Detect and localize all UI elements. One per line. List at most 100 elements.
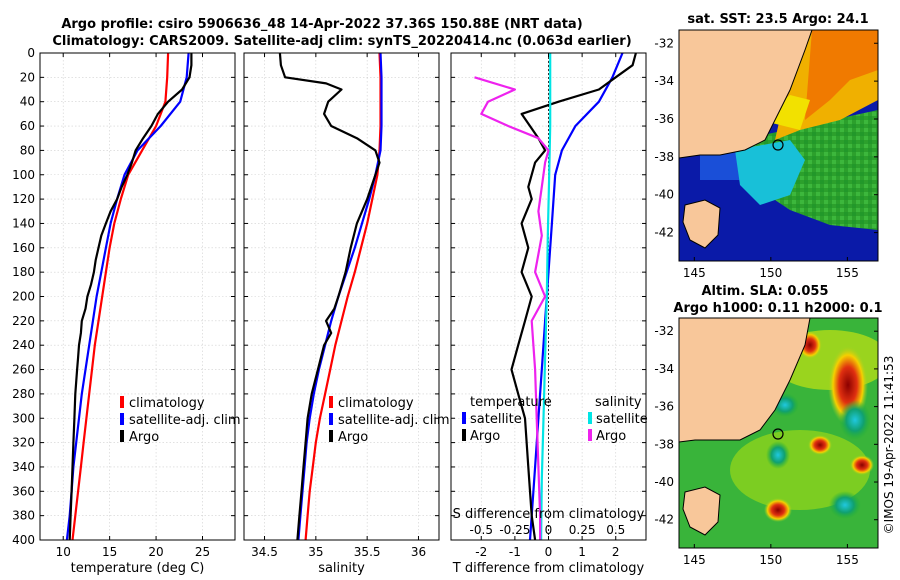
ytick-label-12: 240 bbox=[12, 338, 35, 352]
sla-high-5 bbox=[850, 455, 874, 475]
difference-salinity-legend: salinity satellite Argo bbox=[588, 395, 648, 444]
ytick-label-0: 0 bbox=[27, 46, 35, 60]
map3-ytick-label-0: -32 bbox=[654, 36, 674, 50]
diff-legend-s-argo-swatch bbox=[588, 429, 592, 441]
xtick-label-0-2: 20 bbox=[148, 545, 163, 559]
series-2-t-satellite bbox=[528, 52, 624, 541]
series-0-satellite-adj-clim bbox=[65, 52, 190, 541]
ytick-label-18: 360 bbox=[12, 484, 35, 498]
temperature-panel: 10 15 20 25 0 20 40 60 80 100 120 140 160 180 200 220 24… bbox=[12, 46, 236, 576]
ytick-label-9: 180 bbox=[12, 265, 35, 279]
sal-legend-climatology-swatch bbox=[329, 396, 333, 408]
ytick-label-14: 280 bbox=[12, 387, 35, 401]
diff-legend-t-argo-label: Argo bbox=[470, 429, 500, 444]
s-tick-label-2: 0 bbox=[545, 523, 553, 537]
legend-satellite-swatch bbox=[120, 413, 124, 425]
series-2-t-argo bbox=[510, 52, 637, 541]
map4-xtick-label-1: 150 bbox=[759, 553, 782, 567]
ytick-label-2: 40 bbox=[20, 95, 35, 109]
diff-legend-t-satellite-label: satellite bbox=[470, 412, 522, 427]
sal-legend-satellite-swatch bbox=[329, 413, 333, 425]
xtick-label-1-0: 34.5 bbox=[251, 545, 278, 559]
xtick-label-2-2: 0 bbox=[545, 545, 553, 559]
series-0-climatology bbox=[71, 52, 170, 541]
sst-map-title: sat. SST: 23.5 Argo: 24.1 bbox=[687, 12, 868, 27]
series-0-argo bbox=[68, 53, 193, 541]
ytick-label-13: 260 bbox=[12, 363, 35, 377]
map3-xtick-label-2: 155 bbox=[836, 266, 859, 280]
s-tick-label-3: 0.25 bbox=[569, 523, 596, 537]
sla-low-4 bbox=[829, 491, 861, 519]
map3-ytick-label-5: -42 bbox=[654, 226, 674, 240]
sla-land-mainland bbox=[679, 318, 811, 443]
xtick-label-1-2: 35.5 bbox=[354, 545, 381, 559]
sla-map-subtitle: Argo h1000: 0.11 h2000: 0.1 bbox=[673, 301, 882, 316]
sla-map bbox=[679, 318, 878, 548]
xlabel-1: salinity bbox=[318, 561, 365, 576]
series-2-s-satellite bbox=[540, 53, 552, 541]
xtick-label-0-0: 10 bbox=[56, 545, 71, 559]
sla-high-4 bbox=[808, 435, 832, 455]
ytick-label-10: 200 bbox=[12, 290, 35, 304]
ytick-label-15: 300 bbox=[12, 411, 35, 425]
legend-climatology-swatch bbox=[120, 396, 124, 408]
ytick-label-6: 120 bbox=[12, 192, 35, 206]
title-line-2: Climatology: CARS2009. Satellite-adj cli… bbox=[52, 34, 631, 49]
xtick-label-0-3: 25 bbox=[195, 545, 210, 559]
ytick-label-3: 60 bbox=[20, 119, 35, 133]
ytick-label-19: 380 bbox=[12, 509, 35, 523]
diff-legend-s-satellite-swatch bbox=[588, 412, 592, 424]
xlabel-top-s: S difference from climatology bbox=[453, 507, 645, 522]
xtick-label-2-4: 2 bbox=[612, 545, 620, 559]
sla-map-axes: 145 150 155 -32 -34 -36 -38 -40 -42 bbox=[654, 324, 878, 567]
legend-climatology-label: climatology bbox=[129, 396, 205, 411]
s-tick-label-1: -0.25 bbox=[499, 523, 530, 537]
xtick-label-2-0: -2 bbox=[475, 545, 487, 559]
imos-watermark: ©IMOS 19-Apr-2022 11:41:53 bbox=[882, 356, 896, 535]
map4-xtick-label-0: 145 bbox=[683, 553, 706, 567]
xtick-label-2-1: -1 bbox=[509, 545, 521, 559]
ytick-label-11: 220 bbox=[12, 314, 35, 328]
sst-argo-marker bbox=[772, 139, 784, 151]
sla-low-2 bbox=[839, 400, 871, 440]
s-tick-label-0: -0.5 bbox=[470, 523, 493, 537]
sst-land-mainland bbox=[679, 30, 813, 159]
ytick-label-5: 100 bbox=[12, 168, 35, 182]
sla-map-frame bbox=[678, 317, 879, 549]
xtick-label-2-3: 1 bbox=[578, 545, 586, 559]
map4-ytick-label-4: -40 bbox=[654, 475, 674, 489]
diff-legend-salinity-title: salinity bbox=[595, 395, 642, 410]
sst-map-axes: 145 150 155 -32 -34 -36 -38 -40 -42 bbox=[654, 36, 878, 280]
sla-argo-marker bbox=[772, 428, 784, 440]
sst-land-tasmania bbox=[682, 199, 721, 249]
sla-yellowgreen-area-2 bbox=[730, 430, 870, 510]
temperature-legend: climatology satellite-adj. clim Argo bbox=[120, 396, 241, 445]
sst-green-region bbox=[740, 110, 878, 230]
sal-legend-argo-label: Argo bbox=[338, 430, 368, 445]
ytick-label-16: 320 bbox=[12, 436, 35, 450]
diff-legend-t-satellite-swatch bbox=[462, 412, 466, 424]
salinity-panel: 34.5 35 35.5 36 salinity bbox=[243, 52, 440, 576]
map4-xtick-label-2: 155 bbox=[836, 553, 859, 567]
diff-legend-t-argo-swatch bbox=[462, 429, 466, 441]
legend-argo-label: Argo bbox=[129, 430, 159, 445]
map3-xtick-label-0: 145 bbox=[683, 266, 706, 280]
diff-legend-temperature-title: temperature bbox=[470, 395, 552, 410]
map4-ytick-label-0: -32 bbox=[654, 324, 674, 338]
salinity-legend: climatology satellite-adj. clim Argo bbox=[329, 396, 450, 445]
ytick-label-1: 20 bbox=[20, 70, 35, 84]
map4-ytick-label-5: -42 bbox=[654, 513, 674, 527]
sst-map bbox=[679, 30, 878, 261]
sla-high-3 bbox=[764, 498, 792, 522]
series-1-argo bbox=[278, 52, 381, 541]
sla-low-3 bbox=[766, 441, 790, 469]
ytick-label-4: 80 bbox=[20, 143, 35, 157]
ytick-label-20: 400 bbox=[12, 533, 35, 547]
map3-ytick-label-2: -36 bbox=[654, 112, 674, 126]
sla-land-tasmania bbox=[682, 486, 721, 536]
diff-legend-s-satellite-label: satellite bbox=[596, 412, 648, 427]
xlabel-2: T difference from climatology bbox=[452, 561, 645, 576]
title-line-1: Argo profile: csiro 5906636_48 14-Apr-20… bbox=[61, 17, 582, 32]
map4-ytick-label-2: -36 bbox=[654, 400, 674, 414]
difference-panel: -2 -1 0 1 2 T difference from climatology S di… bbox=[450, 52, 647, 576]
